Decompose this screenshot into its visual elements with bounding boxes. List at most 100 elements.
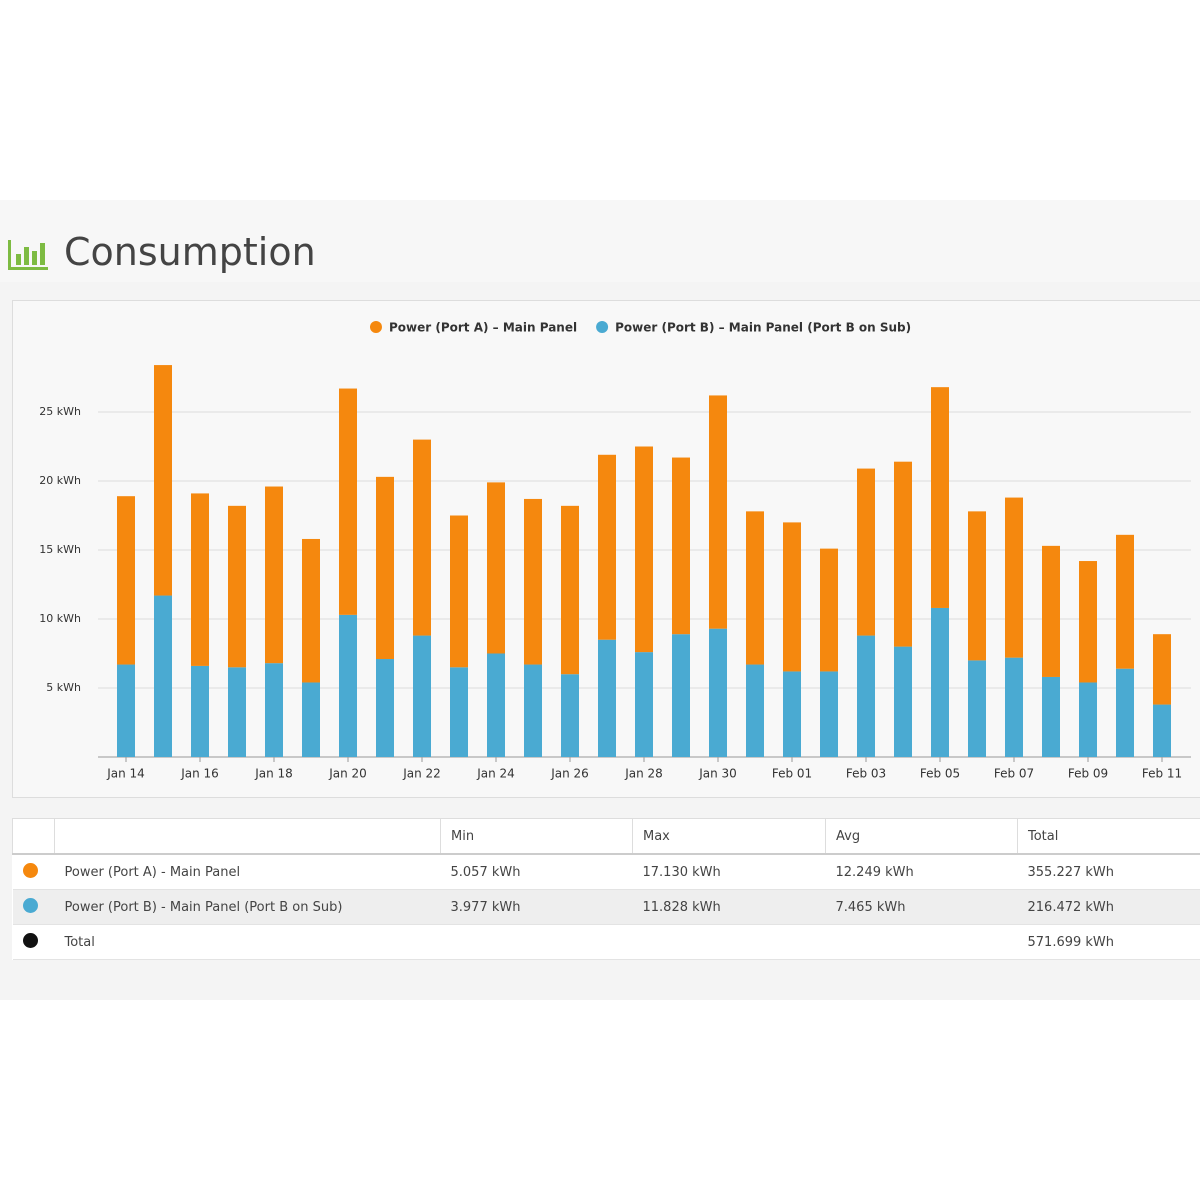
x-tick-label: Jan 14	[106, 767, 145, 781]
bar-segment	[857, 468, 875, 636]
y-tick-label: 20 kWh	[39, 474, 81, 487]
row: Power (Port A) - Main Panel 5.057 kWh 17.1…	[12, 854, 1200, 890]
bar-segment	[1079, 682, 1097, 757]
chart-icon	[8, 240, 48, 270]
legend-marker	[370, 321, 382, 333]
column-header: Total	[1017, 818, 1200, 855]
bar-segment	[450, 667, 468, 757]
bar-segment	[191, 665, 209, 757]
column-header: Min	[440, 818, 633, 855]
y-tick-label: 5 kWh	[46, 681, 81, 694]
bar-segment	[302, 538, 320, 683]
cell: Total	[54, 924, 441, 960]
bar-segment	[1005, 497, 1023, 658]
row: Power (Port B) - Main Panel (Port B on S…	[12, 889, 1200, 925]
bar-segment	[376, 476, 394, 660]
column-header: Max	[632, 818, 826, 855]
bar-segment	[1042, 676, 1060, 757]
bar-segment	[376, 659, 394, 757]
bar-segment	[598, 454, 616, 640]
bar-segment	[228, 667, 246, 757]
cell: Power (Port A) - Main Panel	[54, 854, 441, 890]
chart-panel: 5 kWh 10 kWh 15 kWh 20 kWh 25 kWh Power (Port…	[12, 300, 1200, 798]
bar-segment	[746, 511, 764, 665]
y-tick-label: 25 kWh	[39, 405, 81, 418]
bar-segment	[857, 635, 875, 757]
header-row: Min Max Avg Total	[12, 818, 1200, 855]
x-tick-label: Jan 24	[476, 767, 515, 781]
bar-segment	[302, 682, 320, 757]
x-tick-label: Jan 16	[180, 767, 219, 781]
x-tick-label: Jan 20	[328, 767, 367, 781]
bar-segment	[598, 639, 616, 757]
y-tick-label: 10 kWh	[39, 612, 81, 625]
cell: 12.249 kWh	[825, 854, 1018, 890]
bar-segment	[154, 595, 172, 757]
bar-segment	[635, 652, 653, 757]
cell: 5.057 kWh	[440, 854, 633, 890]
bar-segment	[191, 493, 209, 666]
cell: 7.465 kWh	[825, 889, 1018, 925]
cell: 3.977 kWh	[440, 889, 633, 925]
legend-marker	[596, 321, 609, 333]
column-header: Avg	[825, 818, 1018, 855]
x-tick-label: Feb 01	[772, 767, 812, 781]
x-tick-label: Jan 26	[550, 767, 589, 781]
bar-segment	[487, 482, 505, 654]
bar-segment	[265, 663, 283, 757]
bar-segment	[339, 614, 357, 757]
cell: Power (Port B) - Main Panel (Port B on S…	[54, 889, 441, 925]
bar-segment	[228, 505, 246, 668]
bar-segment	[117, 664, 135, 757]
bar-segment	[1116, 534, 1134, 669]
bar-segment	[561, 505, 579, 675]
series-dot	[22, 862, 38, 878]
bar-segment	[931, 387, 949, 608]
series-dot	[22, 897, 38, 913]
bar-segment	[413, 439, 431, 636]
bar-segment	[894, 646, 912, 757]
bar-segment	[820, 548, 838, 672]
cell: 571.699 kWh	[1017, 924, 1200, 960]
chart: 5 kWh 10 kWh 15 kWh 20 kWh 25 kWh Power (Port…	[39, 321, 1191, 781]
bar-segment	[1042, 545, 1060, 677]
bar-segment	[968, 660, 986, 757]
y-tick-label: 15 kWh	[39, 543, 81, 556]
legend-label: Power (Port A) – Main Panel	[389, 321, 577, 335]
bar-segment	[1079, 561, 1097, 683]
bar-segment	[968, 511, 986, 661]
bar-segment	[1153, 634, 1171, 705]
cell: 355.227 kWh	[1017, 854, 1200, 890]
bar-segment	[635, 446, 653, 653]
bar-segment	[524, 664, 542, 757]
x-tick-label: Feb 09	[1068, 767, 1108, 781]
bar-segment	[783, 522, 801, 672]
bar-segment	[894, 461, 912, 647]
x-tick-label: Feb 05	[920, 767, 960, 781]
bar-segment	[265, 486, 283, 664]
bar-segment	[1153, 704, 1171, 757]
bar-segment	[339, 388, 357, 615]
x-tick-label: Feb 11	[1142, 767, 1182, 781]
bar-segment	[783, 671, 801, 757]
cell: 216.472 kWh	[1017, 889, 1200, 925]
x-tick-label: Jan 18	[254, 767, 293, 781]
bar-segment	[820, 671, 838, 757]
bar-segment	[413, 635, 431, 757]
bar-segment	[154, 365, 172, 596]
x-tick-label: Feb 07	[994, 767, 1034, 781]
bar-segment	[672, 457, 690, 635]
x-tick-label: Jan 28	[624, 767, 663, 781]
bar-segment	[709, 395, 727, 629]
bar-segment	[1005, 657, 1023, 757]
stats-table: Min Max Avg Total Power (Port A) - Main …	[12, 818, 1200, 960]
bar-segment	[450, 515, 468, 668]
bar-segment	[746, 664, 764, 757]
x-tick-label: Feb 03	[846, 767, 886, 781]
bar-segment	[487, 653, 505, 757]
x-tick-label: Jan 22	[402, 767, 441, 781]
cell: 11.828 kWh	[632, 889, 826, 925]
x-tick-label: Jan 30	[698, 767, 737, 781]
bar-segment	[561, 674, 579, 757]
